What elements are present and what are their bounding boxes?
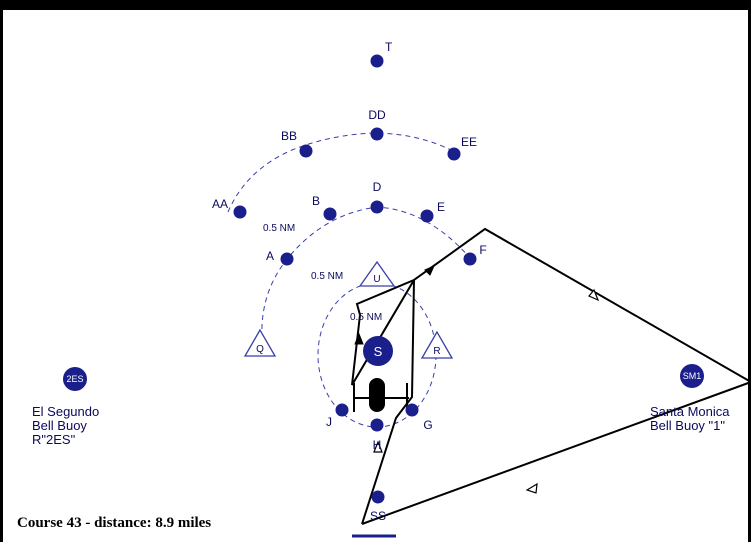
- committee-boat: [369, 378, 385, 412]
- mark-t: [370, 54, 384, 68]
- mark-bb: [299, 144, 313, 158]
- buoy-sm1-badge: SM1: [683, 371, 702, 381]
- mark-aa-label: AA: [212, 197, 228, 211]
- mark-dd-label: DD: [368, 108, 386, 122]
- course-arrow: [525, 482, 538, 494]
- mark-ss-label: SS: [370, 509, 386, 523]
- triangle-mark-u-label: U: [373, 274, 380, 285]
- mark-a-label: A: [266, 249, 274, 263]
- mark-j: [335, 403, 349, 417]
- course-arrow: [354, 332, 364, 345]
- mark-e: [420, 209, 434, 223]
- mark-ss: [371, 490, 385, 504]
- distance-label: 0.5 NM: [350, 312, 382, 323]
- course-arrow: [424, 265, 435, 276]
- mark-d-label: D: [373, 180, 382, 194]
- mark-e-label: E: [437, 200, 445, 214]
- buoy-sm1-line: Bell Buoy "1": [650, 418, 725, 433]
- mark-a: [280, 252, 294, 266]
- buoy-2es-line: Bell Buoy: [32, 418, 87, 433]
- mark-b: [323, 207, 337, 221]
- mark-ee-label: EE: [461, 135, 477, 149]
- mark-s-label: S: [374, 344, 383, 359]
- distance-label: 0.5 NM: [311, 271, 343, 282]
- mark-dd: [370, 127, 384, 141]
- mark-ee: [447, 147, 461, 161]
- triangle-mark-q: [243, 328, 277, 357]
- buoy-sm1: [680, 364, 704, 388]
- buoy-2es-badge: 2ES: [66, 374, 83, 384]
- triangle-mark-u: [358, 260, 396, 287]
- mark-aa: [233, 205, 247, 219]
- mark-f-label: F: [479, 243, 486, 257]
- buoy-2es-line: R"2ES": [32, 432, 76, 447]
- outer-arc: [227, 132, 456, 213]
- mark-bb-label: BB: [281, 129, 297, 143]
- mark-t-label: T: [385, 40, 393, 54]
- mark-g-label: G: [423, 418, 432, 432]
- buoy-2es-line: El Segundo: [32, 404, 99, 419]
- triangle-mark-r: [420, 330, 454, 359]
- mark-h: [370, 418, 384, 432]
- mark-d: [370, 200, 384, 214]
- mark-h-label: H: [373, 438, 382, 452]
- course-arrow: [588, 288, 600, 302]
- distance-label: 0.5 NM: [263, 223, 295, 234]
- mark-j-label: J: [326, 415, 332, 429]
- buoy-sm1-line: Santa Monica: [650, 404, 730, 419]
- triangle-mark-r-label: R: [433, 346, 440, 357]
- mark-b-label: B: [312, 194, 320, 208]
- mark-f: [463, 252, 477, 266]
- buoy-2es: [63, 367, 87, 391]
- course-route: [351, 227, 751, 525]
- mark-g: [405, 403, 419, 417]
- triangle-mark-q-label: Q: [256, 344, 264, 355]
- course-arrow: [373, 440, 383, 453]
- course-caption: Course 43 - distance: 8.9 miles: [17, 515, 211, 531]
- mark-s: [363, 336, 393, 366]
